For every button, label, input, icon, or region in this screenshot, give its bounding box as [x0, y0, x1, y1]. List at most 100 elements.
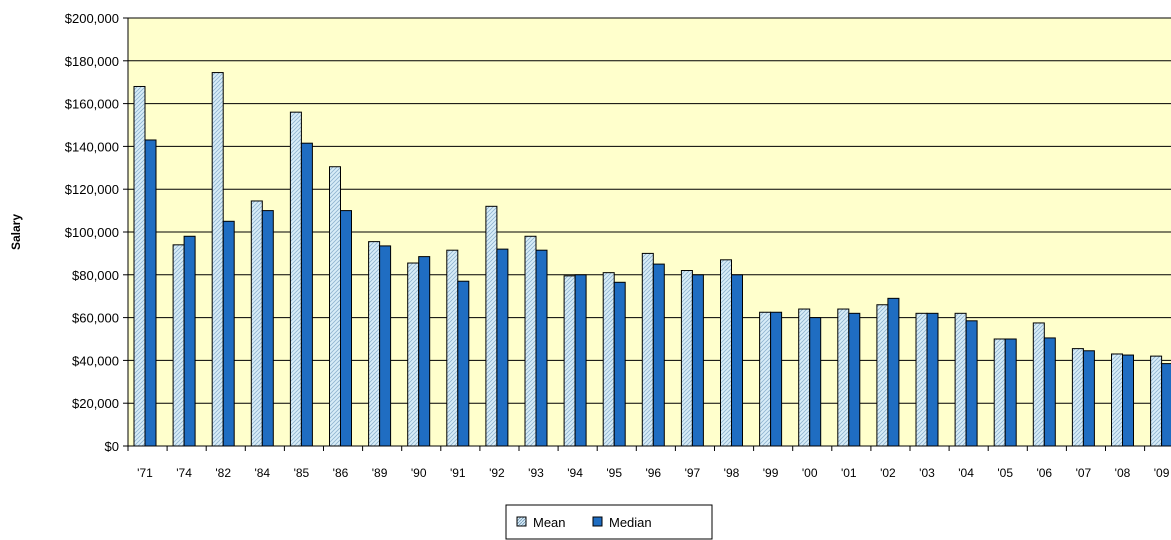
bar-mean — [915, 312, 928, 447]
legend-label-mean: Mean — [533, 515, 566, 530]
x-tick-label: '71 — [137, 466, 153, 480]
bar-median — [1122, 354, 1134, 447]
bar-mean — [993, 338, 1006, 447]
x-tick-label: '07 — [1076, 466, 1092, 480]
x-tick-label: '91 — [450, 466, 466, 480]
x-tick-label: '86 — [333, 466, 349, 480]
bar-median — [809, 317, 822, 447]
x-tick-label: '84 — [254, 466, 270, 480]
axes — [127, 18, 1171, 447]
legend-box — [505, 504, 713, 540]
bar-mean — [798, 308, 811, 447]
x-tick-label: '82 — [215, 466, 231, 480]
y-tick-label: $120,000 — [65, 182, 119, 197]
legend-swatch-median — [592, 516, 603, 527]
bar-median — [1082, 350, 1095, 447]
bar-median — [770, 311, 783, 447]
x-tick-label: '96 — [645, 466, 661, 480]
bar-median — [652, 263, 665, 447]
bar-mean — [329, 166, 341, 447]
x-tick-label: '97 — [685, 466, 701, 480]
bar-median — [535, 249, 548, 447]
x-tick-label: '99 — [763, 466, 779, 480]
x-tick-label: '09 — [1154, 466, 1170, 480]
x-tick-label: '08 — [1115, 466, 1131, 480]
legend-swatch-mean — [516, 516, 527, 527]
bar-median — [848, 312, 861, 447]
x-tick-label: '74 — [176, 466, 192, 480]
bar-median — [457, 280, 470, 447]
bar-mean — [641, 252, 654, 447]
y-tick-label: $20,000 — [72, 396, 119, 411]
bar-median — [731, 274, 743, 447]
y-tick-label: $0 — [105, 439, 119, 454]
x-tick-label: '05 — [997, 466, 1013, 480]
bar-mean — [602, 272, 615, 447]
bar-mean — [1032, 322, 1045, 447]
y-tick-label: $60,000 — [72, 311, 119, 326]
bar-median — [613, 281, 626, 447]
y-tick-label: $40,000 — [72, 353, 119, 368]
x-tick-label: '95 — [606, 466, 622, 480]
bar-median — [965, 320, 978, 447]
x-tick-label: '02 — [880, 466, 896, 480]
bar-mean — [1071, 348, 1084, 447]
x-tick-label: '94 — [567, 466, 583, 480]
bar-mean — [172, 244, 185, 447]
bar-mean — [485, 205, 498, 447]
bar-mean — [563, 275, 576, 447]
bar-mean — [211, 72, 224, 447]
bar-median — [496, 248, 509, 447]
y-tick-labels: $0 $20,000 $40,000 $60,000 $80,000 $100,000 $1… — [65, 11, 119, 454]
bar-mean — [524, 235, 537, 447]
y-tick-label: $140,000 — [65, 139, 119, 154]
bar-mean — [876, 304, 889, 447]
bar-mean — [720, 259, 732, 447]
bar-mean — [446, 249, 459, 447]
legend-label-median: Median — [609, 515, 652, 530]
bar-median — [340, 210, 352, 447]
bar-mean — [954, 312, 967, 447]
bar-mean — [407, 262, 420, 447]
y-tick-label: $100,000 — [65, 225, 119, 240]
bar-median — [418, 256, 431, 447]
x-tick-label: '93 — [528, 466, 544, 480]
bar-mean — [368, 241, 381, 447]
x-tick-label: '92 — [489, 466, 505, 480]
bar-median — [926, 312, 939, 447]
bar-mean — [680, 270, 693, 447]
x-tick-label: '89 — [372, 466, 388, 480]
bar-median — [379, 245, 392, 447]
bar-median — [300, 142, 313, 447]
bar-mean — [1111, 353, 1123, 447]
bar-mean — [133, 85, 146, 447]
x-tick-labels: '71 '74 '82 '84 '85 '86 '89 '90 '91 '92 '93 '94 '95 '… — [137, 466, 1170, 480]
bar-median — [1161, 363, 1171, 447]
x-tick-label: '90 — [411, 466, 427, 480]
x-tick-label: '98 — [724, 466, 740, 480]
y-tick-label: $200,000 — [65, 11, 119, 26]
bar-mean — [837, 308, 850, 447]
bar-median — [261, 210, 274, 447]
y-tick-label: $80,000 — [72, 268, 119, 283]
bar-median — [1004, 338, 1017, 447]
bar-mean — [250, 200, 263, 447]
bar-mean — [759, 311, 772, 447]
bar-median — [691, 274, 704, 447]
bar-median — [222, 220, 235, 447]
bar-median — [144, 139, 157, 447]
bar-median — [887, 297, 900, 447]
y-tick-label: $160,000 — [65, 97, 119, 112]
x-tick-label: '01 — [841, 466, 857, 480]
x-tick-label: '06 — [1036, 466, 1052, 480]
bar-median — [183, 235, 196, 447]
x-tick-label: '03 — [919, 466, 935, 480]
x-tick-label: '85 — [294, 466, 310, 480]
legend: Mean Median — [505, 504, 713, 540]
y-axis-label: Salary — [9, 214, 23, 250]
bar-median — [574, 274, 587, 447]
bars — [127, 72, 1171, 451]
bar-mean — [1150, 355, 1163, 447]
bar-median — [1043, 337, 1056, 447]
